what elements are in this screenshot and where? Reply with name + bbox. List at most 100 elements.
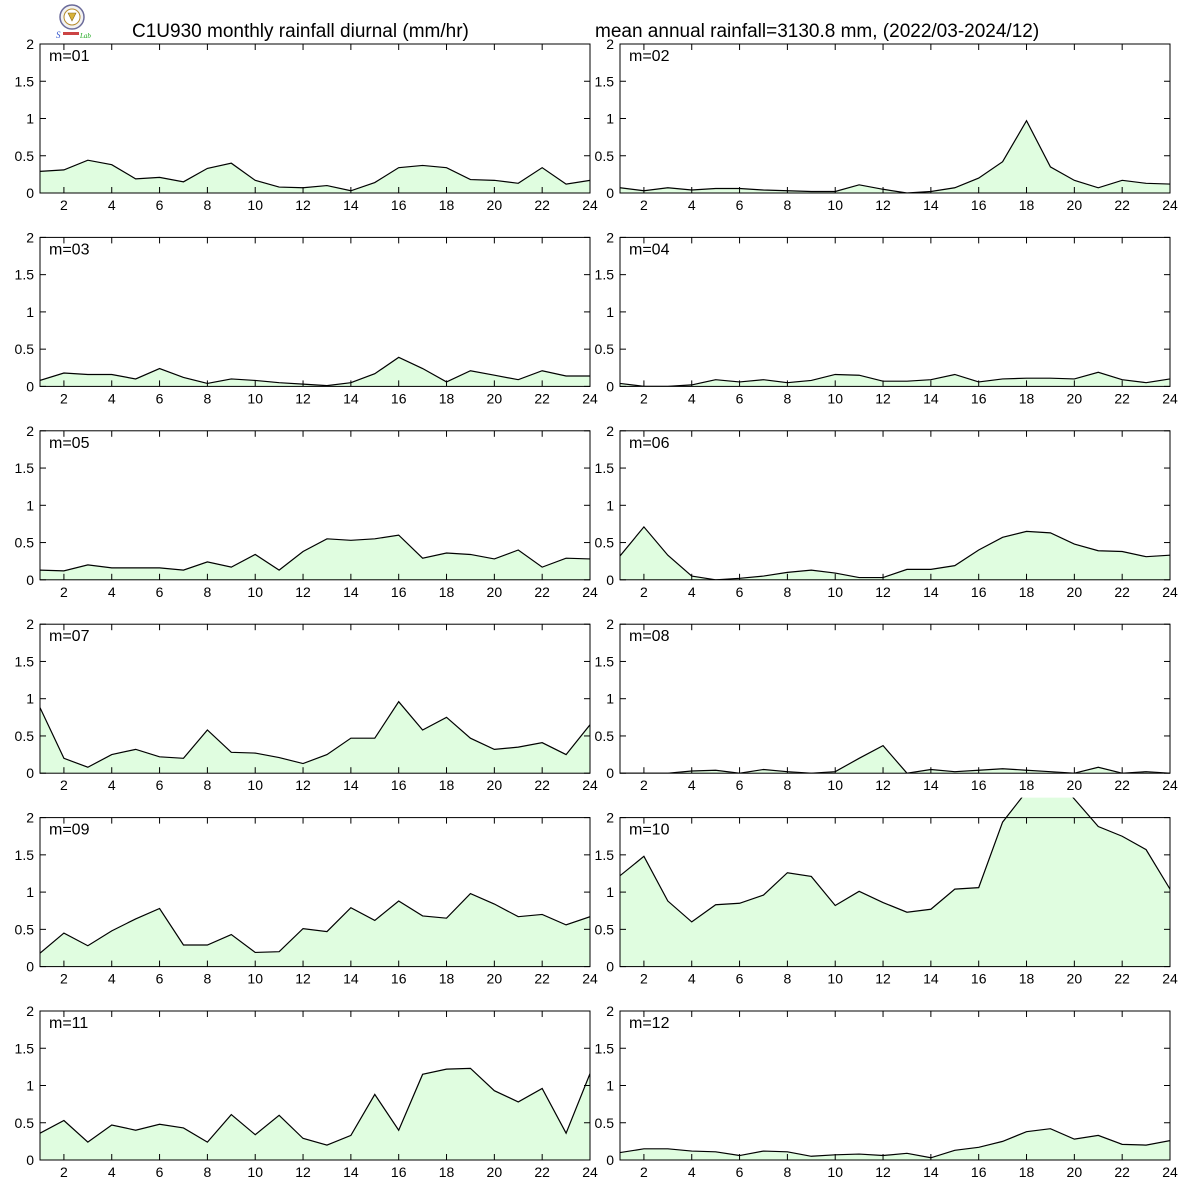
x-tick-label: 24 <box>1162 777 1178 793</box>
lab-seal-logo-icon: S Lab <box>56 4 91 40</box>
y-tick-label: 0.5 <box>595 728 615 744</box>
x-tick-label: 16 <box>391 971 407 987</box>
y-tick-label: 1.5 <box>595 73 615 89</box>
y-tick-label: 1.5 <box>15 460 35 476</box>
panel-label: m=03 <box>49 241 90 258</box>
y-tick-label: 0 <box>26 1152 34 1168</box>
panel-label: m=02 <box>629 48 670 65</box>
x-tick-label: 22 <box>1114 971 1130 987</box>
y-tick-label: 1 <box>606 884 614 900</box>
x-tick-label: 24 <box>1162 971 1178 987</box>
panel-label: m=09 <box>49 822 90 839</box>
panel-label: m=08 <box>629 628 670 645</box>
x-tick-label: 16 <box>971 1164 987 1180</box>
area-fill <box>40 1068 590 1160</box>
y-tick-label: 2 <box>606 616 614 632</box>
y-tick-label: 0.5 <box>595 535 615 551</box>
x-tick-label: 8 <box>783 971 791 987</box>
x-tick-label: 12 <box>295 971 311 987</box>
x-tick-label: 18 <box>1019 777 1035 793</box>
x-tick-label: 16 <box>971 390 987 406</box>
x-tick-label: 24 <box>1162 1164 1178 1180</box>
x-tick-label: 20 <box>1067 584 1083 600</box>
x-tick-label: 4 <box>108 197 116 213</box>
x-tick-label: 16 <box>391 584 407 600</box>
panel-label: m=12 <box>629 1015 670 1032</box>
x-tick-label: 20 <box>487 1164 503 1180</box>
series-line <box>40 1067 590 1146</box>
x-tick-label: 22 <box>534 390 550 406</box>
x-tick-label: 4 <box>688 971 696 987</box>
y-tick-label: 1 <box>26 691 34 707</box>
y-tick-label: 2 <box>26 229 34 245</box>
y-tick-label: 0.5 <box>15 1115 35 1131</box>
x-tick-label: 18 <box>439 584 455 600</box>
y-tick-label: 0 <box>26 959 34 975</box>
area-fill <box>40 701 590 774</box>
x-tick-label: 4 <box>108 390 116 406</box>
series-line <box>620 1128 1170 1159</box>
x-tick-label: 4 <box>108 971 116 987</box>
x-tick-label: 18 <box>439 971 455 987</box>
x-tick-label: 14 <box>923 777 939 793</box>
x-tick-label: 2 <box>60 197 68 213</box>
x-tick-label: 22 <box>1114 777 1130 793</box>
x-tick-label: 2 <box>640 777 648 793</box>
area-fill <box>620 797 1170 967</box>
x-tick-label: 4 <box>688 777 696 793</box>
x-tick-label: 24 <box>1162 390 1178 406</box>
area-fill <box>40 535 590 580</box>
y-tick-label: 1.5 <box>595 847 615 863</box>
x-tick-label: 18 <box>1019 197 1035 213</box>
series-line <box>40 356 590 387</box>
x-tick-label: 20 <box>487 390 503 406</box>
x-tick-label: 12 <box>875 390 891 406</box>
x-tick-label: 16 <box>971 197 987 213</box>
series-line <box>620 797 1170 923</box>
y-tick-label: 0 <box>606 1152 614 1168</box>
y-tick-label: 0.5 <box>15 148 35 164</box>
x-tick-label: 2 <box>640 197 648 213</box>
x-tick-label: 24 <box>582 1164 598 1180</box>
x-tick-label: 14 <box>343 584 359 600</box>
x-tick-label: 2 <box>640 1164 648 1180</box>
x-tick-label: 4 <box>688 1164 696 1180</box>
x-tick-label: 8 <box>203 1164 211 1180</box>
y-tick-label: 2 <box>606 36 614 52</box>
x-tick-label: 12 <box>295 777 311 793</box>
x-tick-label: 2 <box>60 777 68 793</box>
y-tick-label: 2 <box>26 423 34 439</box>
y-tick-label: 2 <box>26 616 34 632</box>
y-tick-label: 1.5 <box>15 267 35 283</box>
y-tick-label: 1 <box>26 111 34 127</box>
x-tick-label: 18 <box>1019 971 1035 987</box>
y-tick-label: 1.5 <box>595 460 615 476</box>
x-tick-label: 8 <box>203 777 211 793</box>
svg-text:S: S <box>56 30 61 40</box>
y-tick-label: 0 <box>606 959 614 975</box>
plot-frame <box>39 236 591 387</box>
area-fill <box>40 160 590 193</box>
x-tick-label: 2 <box>60 1164 68 1180</box>
series-line <box>620 525 1170 580</box>
x-tick-label: 20 <box>487 584 503 600</box>
x-tick-label: 12 <box>295 197 311 213</box>
y-tick-label: 0 <box>26 572 34 588</box>
x-tick-label: 6 <box>156 584 164 600</box>
x-tick-label: 12 <box>875 197 891 213</box>
x-tick-label: 22 <box>534 777 550 793</box>
panel-label: m=10 <box>629 822 670 839</box>
x-tick-label: 6 <box>156 1164 164 1180</box>
y-tick-label: 2 <box>26 810 34 826</box>
y-tick-label: 1.5 <box>15 73 35 89</box>
x-tick-label: 2 <box>640 971 648 987</box>
area-fill <box>620 526 1170 580</box>
chart-subtitle: mean annual rainfall=3130.8 mm, (2022/03… <box>595 21 1040 42</box>
y-tick-label: 0.5 <box>15 341 35 357</box>
y-tick-label: 0 <box>606 572 614 588</box>
